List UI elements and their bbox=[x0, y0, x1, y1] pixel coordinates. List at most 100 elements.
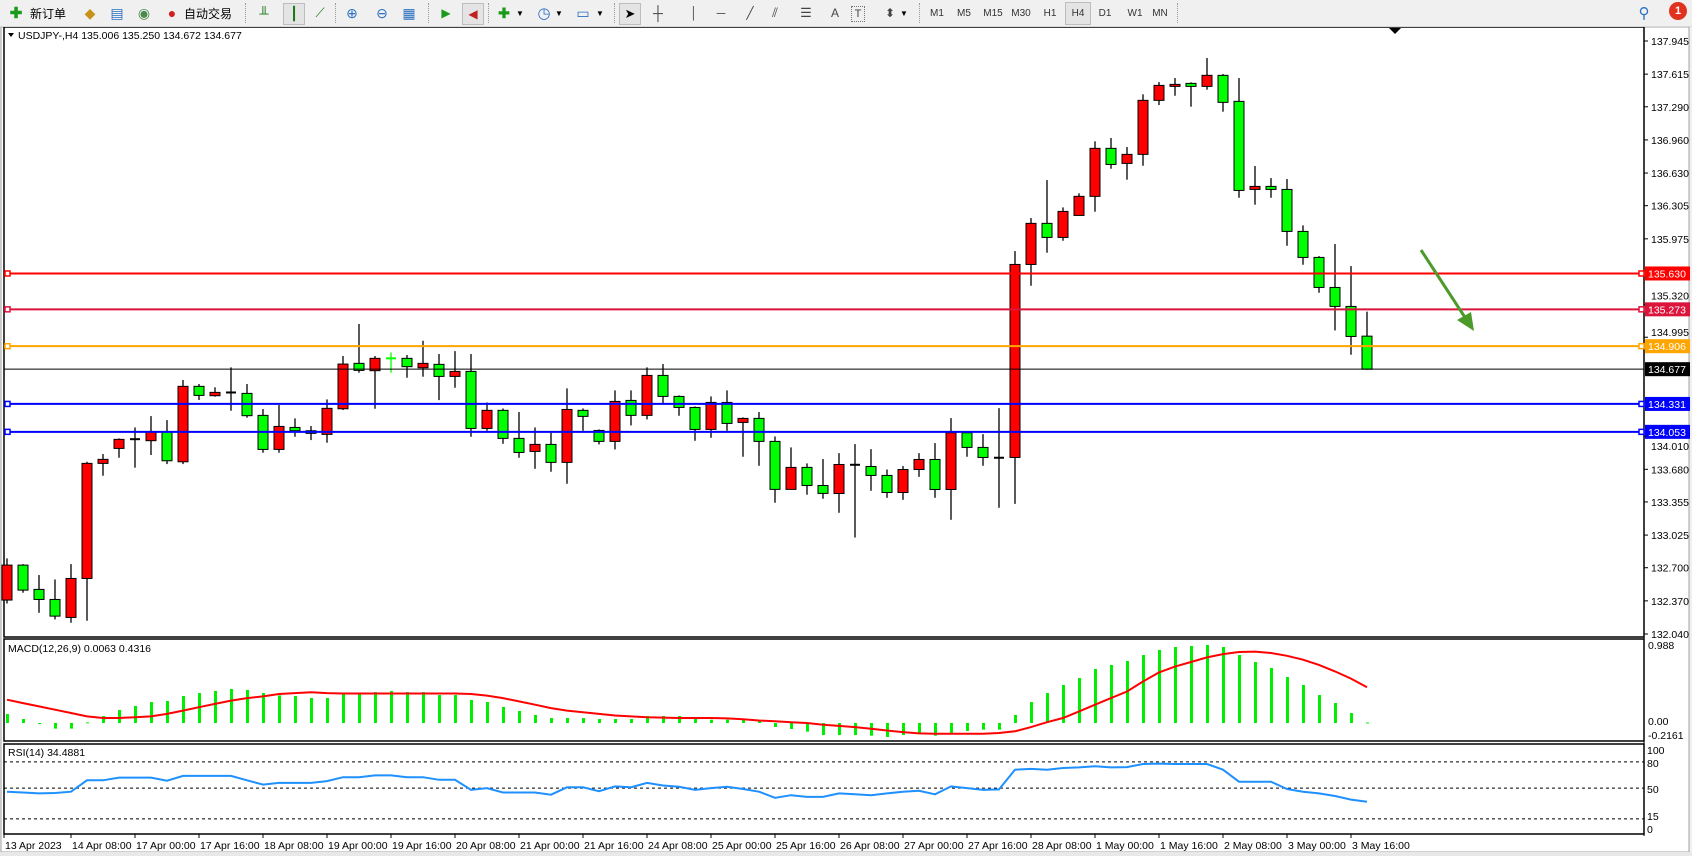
horizontal-line-handle[interactable] bbox=[4, 270, 11, 277]
macd-histogram-bar bbox=[614, 719, 617, 723]
macd-histogram-bar bbox=[598, 719, 601, 723]
candle-body bbox=[1153, 84, 1165, 101]
macd-histogram-bar bbox=[934, 723, 937, 736]
timeframe-m5[interactable]: M5 bbox=[957, 7, 971, 19]
horizontal-line-handle[interactable] bbox=[1638, 306, 1645, 313]
vertical-line-icon[interactable]: │ bbox=[690, 6, 698, 20]
zoom-in-icon[interactable]: ⊕ bbox=[346, 4, 358, 21]
macd-histogram-bar bbox=[742, 719, 745, 723]
auto-trading-button[interactable]: 自动交易 bbox=[184, 6, 233, 21]
macd-histogram-bar bbox=[1270, 667, 1273, 723]
macd-histogram-bar bbox=[790, 723, 793, 729]
horizontal-line-handle[interactable] bbox=[1638, 270, 1645, 277]
candle-body bbox=[657, 374, 669, 397]
candle-body bbox=[929, 458, 941, 490]
price-axis-label: 136.630 bbox=[1651, 168, 1689, 180]
candle-body bbox=[1345, 305, 1357, 337]
horizontal-line-handle[interactable] bbox=[4, 306, 11, 313]
horizontal-line-price-label: 135.273 bbox=[1648, 304, 1686, 316]
macd-histogram-bar bbox=[1238, 655, 1241, 723]
time-axis-label: 13 Apr 2023 bbox=[5, 840, 62, 852]
macd-histogram-bar bbox=[278, 695, 281, 723]
macd-histogram-bar bbox=[422, 692, 425, 723]
periods-clock-icon[interactable]: ◷ bbox=[537, 5, 551, 22]
rsi-axis-label: 100 bbox=[1647, 745, 1665, 757]
timeframe-d1[interactable]: D1 bbox=[1098, 7, 1112, 19]
candle bbox=[753, 412, 765, 466]
new-order-icon[interactable]: ✚ bbox=[9, 5, 23, 22]
search-icon[interactable]: ⚲ bbox=[1638, 5, 1650, 22]
candle-body bbox=[1089, 147, 1101, 197]
time-axis-label: 19 Apr 00:00 bbox=[328, 840, 388, 852]
indicators-icon[interactable]: ✚ bbox=[498, 4, 510, 21]
fibonacci-icon[interactable]: ☰ bbox=[800, 5, 812, 20]
candle bbox=[1345, 266, 1357, 355]
price-axis-label: 137.615 bbox=[1651, 69, 1689, 81]
candle-body bbox=[353, 362, 365, 371]
autoscroll-icon[interactable]: ▶ bbox=[441, 6, 451, 20]
timeframe-h1[interactable]: H1 bbox=[1043, 7, 1057, 19]
horizontal-line-price-tag bbox=[1645, 339, 1690, 354]
signals-icon[interactable]: ◉ bbox=[137, 4, 151, 21]
chevron-down-icon[interactable]: ▼ bbox=[555, 8, 563, 18]
zoom-out-icon[interactable]: ⊖ bbox=[376, 4, 388, 21]
macd-histogram-bar bbox=[1158, 649, 1161, 723]
crosshair-icon[interactable]: ┼ bbox=[653, 5, 663, 21]
macd-histogram-bar bbox=[102, 716, 105, 723]
equidistant-channel-icon[interactable]: ⫽ bbox=[772, 5, 778, 20]
market-watch-icon[interactable]: ◆ bbox=[84, 4, 96, 21]
horizontal-line-handle[interactable] bbox=[1638, 342, 1645, 350]
candle bbox=[193, 384, 205, 401]
timeframe-m30[interactable]: M30 bbox=[1011, 7, 1031, 19]
macd-histogram-bar bbox=[1094, 668, 1097, 723]
chevron-down-icon[interactable]: ▼ bbox=[516, 8, 524, 18]
macd-histogram-bar bbox=[550, 718, 553, 723]
chart-shift-icon[interactable]: ◀ bbox=[462, 3, 484, 25]
tile-windows-icon[interactable]: ▦ bbox=[402, 4, 416, 21]
candle-body bbox=[1025, 222, 1037, 265]
horizontal-line-handle[interactable] bbox=[1638, 400, 1645, 408]
navigator-icon[interactable]: ▤ bbox=[110, 4, 124, 21]
timeframe-mn[interactable]: MN bbox=[1152, 7, 1168, 19]
candle-body bbox=[625, 399, 637, 416]
notification-badge[interactable]: 1 bbox=[1669, 2, 1687, 20]
line-chart-icon[interactable]: ⟋ bbox=[315, 5, 325, 20]
candle bbox=[1185, 82, 1197, 107]
candle bbox=[689, 406, 701, 441]
chart-shift-marker-icon[interactable] bbox=[1389, 28, 1401, 34]
candle-body bbox=[17, 564, 29, 591]
candle-body bbox=[193, 385, 205, 396]
templates-icon[interactable]: ▭ bbox=[576, 4, 590, 21]
bar-chart-icon[interactable]: ╨ bbox=[259, 5, 269, 21]
arrows-icon[interactable]: ⬍ bbox=[884, 6, 896, 20]
cursor-icon[interactable]: ➤ bbox=[619, 3, 641, 25]
time-axis-label: 3 May 16:00 bbox=[1352, 840, 1410, 852]
timeframe-m1[interactable]: M1 bbox=[930, 7, 944, 19]
horizontal-line-handle[interactable] bbox=[4, 428, 11, 436]
chevron-down-icon[interactable]: ▼ bbox=[900, 8, 908, 18]
timeframe-m15[interactable]: M15 bbox=[983, 7, 1003, 19]
candle bbox=[273, 405, 285, 453]
candle-body bbox=[1185, 82, 1197, 87]
chevron-down-icon[interactable]: ▼ bbox=[596, 8, 604, 18]
candlestick-chart-icon[interactable]: ┃ bbox=[283, 3, 305, 25]
horizontal-line-handle[interactable] bbox=[4, 342, 11, 350]
timeframe-h4[interactable]: H4 bbox=[1065, 2, 1091, 25]
macd-histogram-bar bbox=[150, 702, 153, 723]
new-order-button[interactable]: 新订单 bbox=[30, 6, 67, 21]
trendline-icon[interactable]: ╱ bbox=[746, 6, 754, 20]
timeframe-w1[interactable]: W1 bbox=[1127, 7, 1143, 19]
auto-trading-icon[interactable]: ● bbox=[167, 5, 177, 21]
macd-histogram-bar bbox=[1190, 645, 1193, 723]
candle bbox=[289, 418, 301, 437]
horizontal-line-handle[interactable] bbox=[4, 400, 11, 408]
macd-histogram-bar bbox=[326, 698, 329, 723]
text-label-tool-icon[interactable]: T bbox=[851, 6, 865, 22]
text-tool-icon[interactable]: A bbox=[830, 6, 839, 20]
arrow-annotation-shaft[interactable] bbox=[1419, 249, 1470, 323]
horizontal-line-icon[interactable]: ─ bbox=[716, 6, 726, 20]
arrow-annotation-head-icon[interactable] bbox=[1457, 312, 1474, 331]
horizontal-line-handle[interactable] bbox=[1638, 428, 1645, 436]
symbol-menu-triangle-icon[interactable] bbox=[8, 33, 14, 37]
